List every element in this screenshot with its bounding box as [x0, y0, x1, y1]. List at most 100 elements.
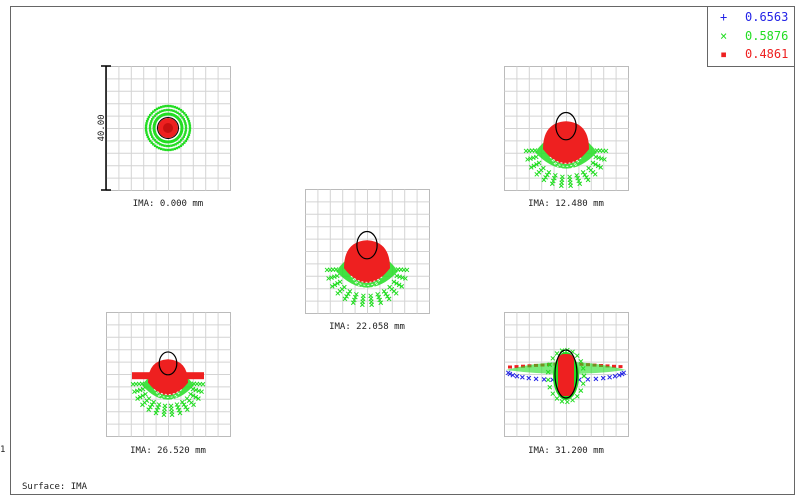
green-ring-outer: [152, 110, 155, 113]
green-ring-outer: [153, 144, 157, 147]
blue-plus-marker: [533, 376, 539, 382]
legend-symbol-2: ▪: [720, 47, 727, 61]
green-ring-mid: [149, 131, 152, 134]
green-ring-outer: [179, 144, 183, 147]
green-ring-mid: [159, 143, 162, 146]
green-ring-mid: [172, 109, 175, 113]
edge-mark: 1: [0, 445, 5, 455]
green-x-marker: [184, 407, 190, 412]
green-x-marker: [543, 175, 548, 180]
green-x-marker: [324, 267, 330, 273]
green-x-marker: [550, 391, 556, 397]
red-arc: [352, 278, 382, 286]
green-x-marker: [353, 291, 359, 297]
green-ring-mid: [165, 108, 169, 112]
green-x-marker: [378, 300, 384, 306]
green-ring-outer: [164, 148, 167, 152]
plot-label-2: IMA: 22.058 mm: [329, 322, 405, 332]
green-ring-outer: [188, 122, 191, 125]
blue-plus-marker: [505, 370, 511, 376]
green-x-marker: [183, 404, 189, 410]
green-x-marker: [580, 170, 586, 175]
spot-panel-4: [504, 312, 629, 437]
green-ring-outer: [145, 120, 149, 123]
green-ring-outer: [173, 105, 176, 109]
green-ring-mid: [150, 133, 153, 136]
green-x-marker: [523, 148, 529, 154]
green-ring-mid: [161, 143, 164, 147]
green-x-marker: [369, 302, 375, 308]
green-ring-mid: [176, 142, 179, 145]
green-x-marker: [574, 172, 580, 178]
green-ring-outer: [150, 112, 153, 115]
green-x-marker: [146, 407, 152, 412]
green-ring-outer: [153, 109, 157, 112]
green-ring-outer: [149, 139, 152, 143]
legend-box: [707, 6, 795, 67]
green-x-marker: [558, 183, 564, 189]
green-x-marker: [191, 402, 196, 408]
scale-bar: 40.00: [97, 65, 111, 191]
green-ring-mid: [148, 124, 152, 127]
green-ring-mid: [155, 140, 158, 144]
green-ring-outer: [162, 148, 165, 151]
green-ring-outer: [183, 112, 186, 115]
green-x-marker: [582, 172, 588, 178]
green-x-marker: [151, 399, 156, 405]
green-x-marker: [394, 281, 399, 286]
green-x-marker: [174, 402, 180, 407]
green-x-marker: [404, 267, 410, 273]
green-x-marker: [161, 412, 167, 418]
green-x-marker: [132, 389, 137, 395]
green-ring-mid: [157, 142, 160, 145]
blue-plus-marker: [593, 376, 599, 382]
green-x-marker: [391, 279, 397, 285]
green-x-marker: [169, 412, 175, 418]
green-x-marker: [602, 157, 607, 162]
scale-label: 40.00: [97, 114, 107, 141]
blue-plus-marker: [520, 374, 525, 380]
green-ring-mid: [149, 122, 152, 125]
blue-plus-marker: [600, 375, 606, 381]
green-x-marker: [547, 362, 553, 368]
green-ring-mid: [150, 120, 153, 123]
green-x-marker: [149, 402, 155, 407]
green-x-marker: [528, 165, 534, 170]
green-x-marker: [143, 391, 148, 397]
red-arc: [549, 156, 583, 164]
blue-plus-marker: [616, 372, 622, 378]
green-ring-outer: [186, 135, 190, 139]
green-x-marker: [545, 369, 551, 375]
green-x-marker: [554, 396, 560, 401]
green-ring-outer: [171, 148, 174, 151]
green-ring-outer: [188, 131, 191, 134]
green-x-marker: [564, 399, 570, 405]
green-x-marker: [580, 381, 586, 387]
green-ring-mid: [184, 124, 188, 127]
green-ring-outer: [152, 143, 155, 146]
green-x-marker: [577, 181, 583, 187]
green-x-marker: [344, 294, 349, 299]
green-ring-mid: [174, 143, 177, 146]
red-arc: [354, 281, 380, 289]
green-ring-mid: [178, 140, 181, 144]
green-ring-outer: [183, 141, 186, 144]
green-ring-mid: [152, 116, 155, 119]
red-arc: [551, 159, 581, 167]
green-ring-mid: [179, 114, 183, 117]
green-ring-mid: [152, 137, 155, 140]
green-ring-outer: [145, 133, 149, 136]
green-ring-mid: [157, 111, 160, 114]
green-ring-mid: [174, 110, 177, 113]
green-x-marker: [403, 276, 408, 281]
green-x-marker: [546, 170, 552, 175]
green-x-marker: [396, 282, 402, 288]
green-ring-mid: [151, 118, 154, 121]
green-ring-mid: [148, 126, 152, 130]
green-ring-mid: [167, 144, 171, 148]
blue-plus-marker: [585, 377, 591, 382]
green-ring-mid: [184, 129, 188, 132]
red-center: [163, 123, 173, 133]
green-ring-mid: [151, 135, 154, 138]
green-ring-mid: [148, 129, 152, 132]
